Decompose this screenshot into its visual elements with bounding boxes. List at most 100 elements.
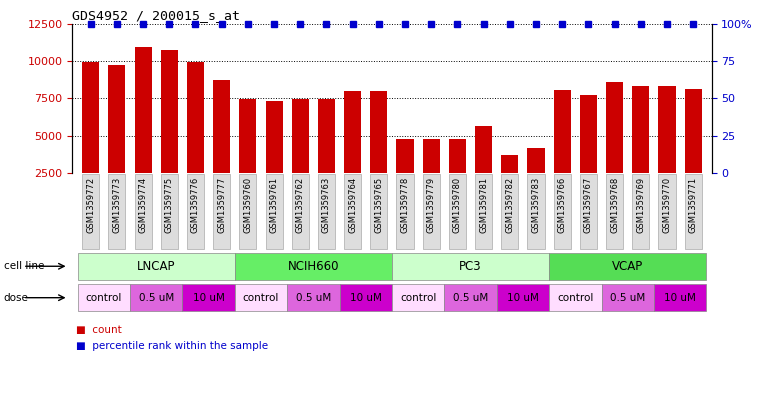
Text: GDS4952 / 200015_s_at: GDS4952 / 200015_s_at — [72, 9, 240, 22]
Text: GSM1359772: GSM1359772 — [86, 177, 95, 233]
Text: GSM1359774: GSM1359774 — [139, 177, 148, 233]
Bar — [396, 139, 413, 210]
Text: GSM1359783: GSM1359783 — [531, 177, 540, 233]
Text: GSM1359773: GSM1359773 — [113, 177, 121, 233]
Text: GSM1359760: GSM1359760 — [244, 177, 253, 233]
Bar — [371, 174, 387, 249]
Bar — [449, 174, 466, 249]
Text: GSM1359768: GSM1359768 — [610, 177, 619, 233]
Bar — [291, 174, 309, 249]
Bar — [183, 285, 234, 311]
Text: GSM1359771: GSM1359771 — [689, 177, 698, 233]
Text: GSM1359764: GSM1359764 — [348, 177, 357, 233]
Bar — [632, 86, 649, 210]
Bar — [108, 64, 126, 210]
Bar — [601, 285, 654, 311]
Text: 0.5 uM: 0.5 uM — [453, 293, 488, 303]
Bar — [658, 86, 676, 210]
Bar — [161, 50, 178, 210]
Bar — [234, 285, 287, 311]
Bar — [396, 174, 413, 249]
Text: GSM1359775: GSM1359775 — [164, 177, 174, 233]
Bar — [234, 253, 392, 279]
Bar — [161, 174, 178, 249]
Bar — [501, 174, 518, 249]
Text: GSM1359780: GSM1359780 — [453, 177, 462, 233]
Text: GSM1359779: GSM1359779 — [427, 177, 436, 233]
Bar — [527, 174, 545, 249]
Text: control: control — [400, 293, 436, 303]
Bar — [135, 48, 151, 210]
Bar — [475, 126, 492, 210]
Bar — [392, 253, 549, 279]
Text: 10 uM: 10 uM — [507, 293, 539, 303]
Bar — [78, 285, 130, 311]
Text: GSM1359763: GSM1359763 — [322, 177, 331, 233]
Text: NCIH660: NCIH660 — [288, 260, 339, 273]
Text: GSM1359770: GSM1359770 — [663, 177, 671, 233]
Text: GSM1359781: GSM1359781 — [479, 177, 488, 233]
Text: control: control — [557, 293, 594, 303]
Bar — [685, 89, 702, 210]
Bar — [344, 174, 361, 249]
Text: ■  percentile rank within the sample: ■ percentile rank within the sample — [76, 341, 268, 351]
Text: GSM1359778: GSM1359778 — [400, 177, 409, 233]
Text: 0.5 uM: 0.5 uM — [610, 293, 645, 303]
Bar — [392, 285, 444, 311]
Bar — [187, 174, 204, 249]
Bar — [78, 253, 234, 279]
Text: LNCAP: LNCAP — [137, 260, 175, 273]
Bar — [291, 99, 309, 210]
Bar — [287, 285, 339, 311]
Bar — [344, 91, 361, 210]
Text: 10 uM: 10 uM — [664, 293, 696, 303]
Bar — [580, 95, 597, 210]
Bar — [318, 174, 335, 249]
Bar — [82, 62, 99, 210]
Bar — [685, 174, 702, 249]
Bar — [549, 285, 601, 311]
Bar — [213, 80, 230, 210]
Bar — [606, 82, 623, 210]
Bar — [108, 174, 126, 249]
Bar — [371, 91, 387, 210]
Bar — [444, 285, 497, 311]
Bar — [654, 285, 706, 311]
Bar — [187, 62, 204, 210]
Bar — [213, 174, 230, 249]
Bar — [82, 174, 99, 249]
Bar — [475, 174, 492, 249]
Bar — [318, 99, 335, 210]
Bar — [606, 174, 623, 249]
Bar — [422, 139, 440, 210]
Bar — [135, 174, 151, 249]
Bar — [497, 285, 549, 311]
Text: GSM1359761: GSM1359761 — [269, 177, 279, 233]
Bar — [658, 174, 676, 249]
Text: GSM1359766: GSM1359766 — [558, 177, 567, 233]
Text: GSM1359765: GSM1359765 — [374, 177, 384, 233]
Text: VCAP: VCAP — [612, 260, 643, 273]
Bar — [527, 147, 545, 210]
Bar — [549, 253, 706, 279]
Text: GSM1359767: GSM1359767 — [584, 177, 593, 233]
Bar — [632, 174, 649, 249]
Bar — [580, 174, 597, 249]
Text: GSM1359782: GSM1359782 — [505, 177, 514, 233]
Text: 0.5 uM: 0.5 uM — [296, 293, 331, 303]
Text: ■  count: ■ count — [76, 325, 122, 335]
Text: cell line: cell line — [4, 261, 44, 271]
Text: control: control — [243, 293, 279, 303]
Bar — [239, 174, 256, 249]
Text: GSM1359777: GSM1359777 — [217, 177, 226, 233]
Text: dose: dose — [4, 293, 29, 303]
Bar — [422, 174, 440, 249]
Bar — [266, 101, 282, 210]
Bar — [554, 90, 571, 210]
Bar — [554, 174, 571, 249]
Bar — [239, 99, 256, 210]
Bar — [449, 139, 466, 210]
Text: 0.5 uM: 0.5 uM — [139, 293, 174, 303]
Bar — [266, 174, 282, 249]
Bar — [130, 285, 183, 311]
